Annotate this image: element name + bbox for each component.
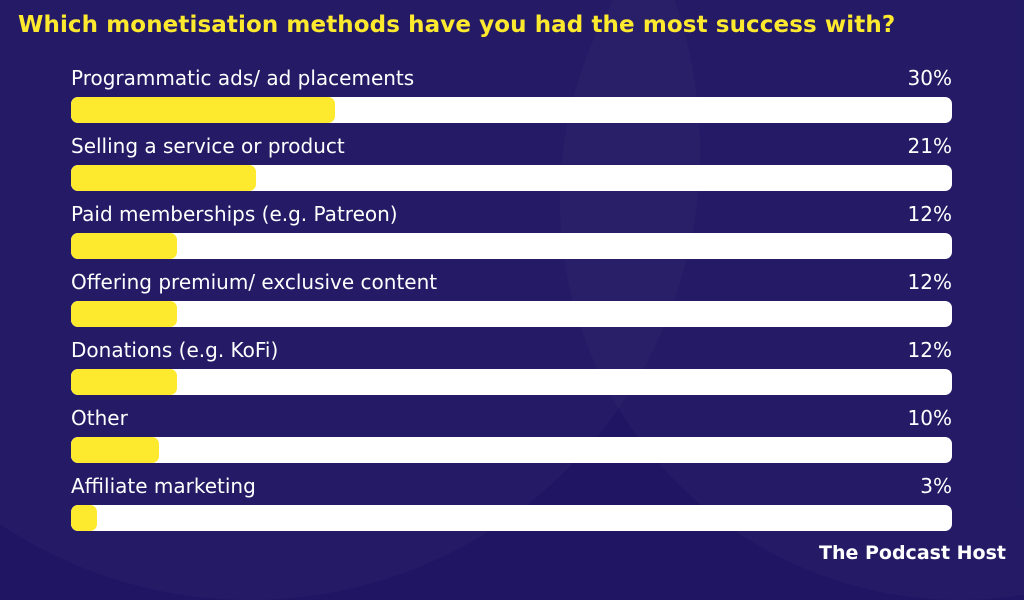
- bar-track: [71, 437, 952, 463]
- bar-row: Programmatic ads/ ad placements 30%: [71, 66, 952, 134]
- bar-fill: [71, 301, 177, 327]
- bar-label: Offering premium/ exclusive content: [71, 270, 438, 294]
- bar-row: Other 10%: [71, 406, 952, 474]
- bar-label: Other: [71, 406, 128, 430]
- bar-track: [71, 165, 952, 191]
- bar-value: 12%: [907, 338, 952, 362]
- bar-row: Affiliate marketing 3%: [71, 474, 952, 542]
- bar-track: [71, 369, 952, 395]
- bar-label: Affiliate marketing: [71, 474, 256, 498]
- bar-value: 12%: [907, 270, 952, 294]
- bar-value: 21%: [907, 134, 952, 158]
- bar-value: 30%: [907, 66, 952, 90]
- bar-chart: Programmatic ads/ ad placements 30% Sell…: [71, 66, 952, 542]
- bar-label: Donations (e.g. KoFi): [71, 338, 279, 362]
- bar-label: Selling a service or product: [71, 134, 345, 158]
- bar-row: Offering premium/ exclusive content 12%: [71, 270, 952, 338]
- bar-row: Donations (e.g. KoFi) 12%: [71, 338, 952, 406]
- bar-value: 10%: [907, 406, 952, 430]
- bar-fill: [71, 97, 336, 123]
- chart-title: Which monetisation methods have you had …: [18, 12, 896, 38]
- bar-track: [71, 233, 952, 259]
- bar-label: Paid memberships (e.g. Patreon): [71, 202, 398, 226]
- bar-fill: [71, 165, 256, 191]
- bar-row: Selling a service or product 21%: [71, 134, 952, 202]
- bar-value: 12%: [907, 202, 952, 226]
- bar-fill: [71, 437, 160, 463]
- bar-value: 3%: [920, 474, 952, 498]
- bar-row: Paid memberships (e.g. Patreon) 12%: [71, 202, 952, 270]
- bar-track: [71, 301, 952, 327]
- bar-label: Programmatic ads/ ad placements: [71, 66, 415, 90]
- bar-fill: [71, 233, 177, 259]
- bar-fill: [71, 505, 98, 531]
- bar-track: [71, 97, 952, 123]
- bar-fill: [71, 369, 177, 395]
- brand-logo: The Podcast Host: [818, 542, 1006, 564]
- bar-track: [71, 505, 952, 531]
